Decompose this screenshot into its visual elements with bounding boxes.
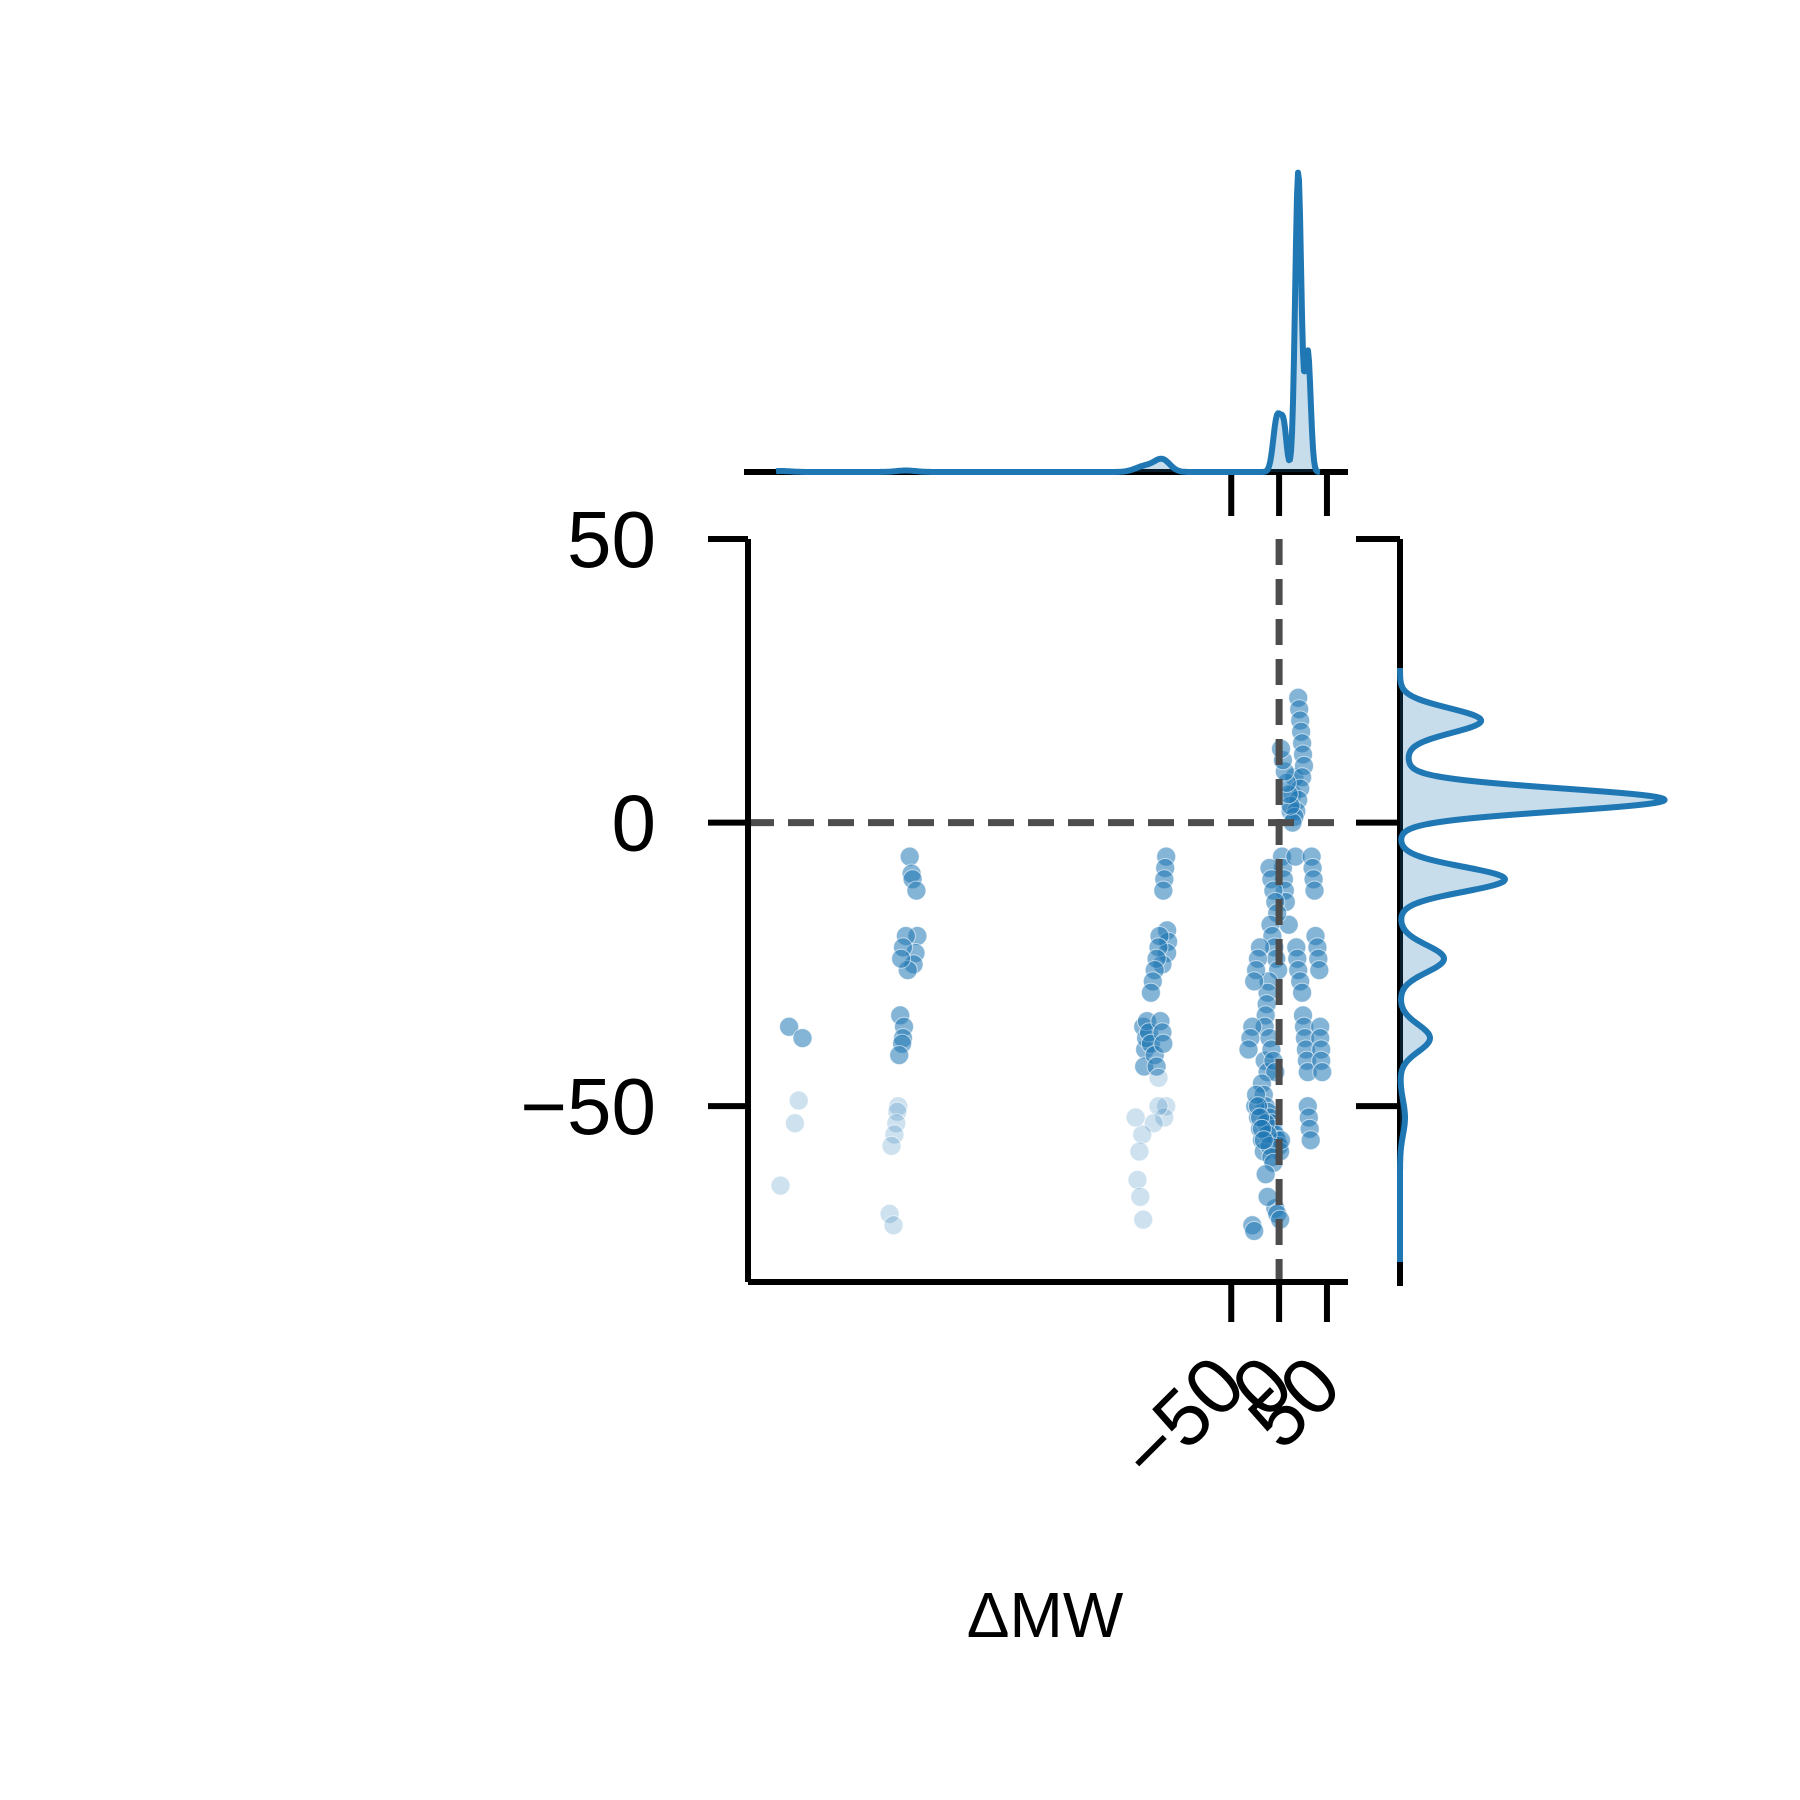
data-point bbox=[883, 1215, 904, 1236]
data-point bbox=[779, 1016, 800, 1037]
marginal-x-fill bbox=[776, 172, 1320, 472]
data-point bbox=[1238, 1039, 1259, 1060]
data-point bbox=[1130, 1186, 1151, 1207]
data-point bbox=[1154, 1107, 1175, 1128]
data-point bbox=[881, 1135, 902, 1156]
data-point bbox=[1148, 1096, 1169, 1117]
y-tick-label: −50 bbox=[520, 1062, 656, 1151]
marginal-x-kde bbox=[744, 169, 1348, 516]
data-point bbox=[899, 846, 920, 867]
marginal-y-kde bbox=[1356, 536, 1668, 1286]
data-point bbox=[1140, 982, 1161, 1003]
data-point bbox=[788, 1090, 809, 1111]
data-point bbox=[891, 948, 912, 969]
data-point bbox=[1132, 1124, 1153, 1145]
data-point bbox=[1255, 1164, 1276, 1185]
data-point bbox=[1244, 1221, 1265, 1241]
data-point bbox=[889, 1045, 910, 1066]
scatter-points bbox=[770, 687, 1333, 1241]
data-point bbox=[1127, 1169, 1148, 1190]
data-point bbox=[1309, 960, 1330, 981]
data-point bbox=[1153, 880, 1174, 901]
data-point bbox=[1304, 880, 1325, 901]
data-point bbox=[1244, 971, 1265, 992]
data-point bbox=[1312, 1062, 1333, 1083]
data-point bbox=[1153, 1033, 1174, 1054]
data-point bbox=[1125, 1107, 1146, 1128]
data-point bbox=[879, 1203, 900, 1224]
y-tick-label: 50 bbox=[567, 495, 656, 584]
data-point bbox=[1129, 1141, 1150, 1162]
data-point bbox=[1292, 982, 1313, 1003]
data-point bbox=[784, 1113, 805, 1134]
data-point bbox=[1253, 1130, 1274, 1151]
data-point bbox=[1300, 1130, 1321, 1151]
data-point bbox=[1257, 1186, 1278, 1207]
data-point bbox=[792, 1028, 813, 1049]
data-point bbox=[770, 1175, 791, 1196]
x-axis-label: ΔMW bbox=[967, 1579, 1124, 1651]
data-point bbox=[1133, 1209, 1154, 1230]
marginal-x-curve bbox=[774, 169, 1322, 475]
data-point bbox=[888, 1096, 909, 1117]
y-tick-label: 0 bbox=[612, 779, 657, 868]
marginal-y-curve bbox=[1397, 666, 1668, 1264]
data-point bbox=[1148, 1067, 1169, 1088]
data-point bbox=[906, 880, 927, 901]
data-point bbox=[884, 1124, 905, 1145]
data-point bbox=[887, 1101, 908, 1122]
axes bbox=[708, 536, 1348, 1322]
reference-lines bbox=[748, 539, 1348, 1282]
